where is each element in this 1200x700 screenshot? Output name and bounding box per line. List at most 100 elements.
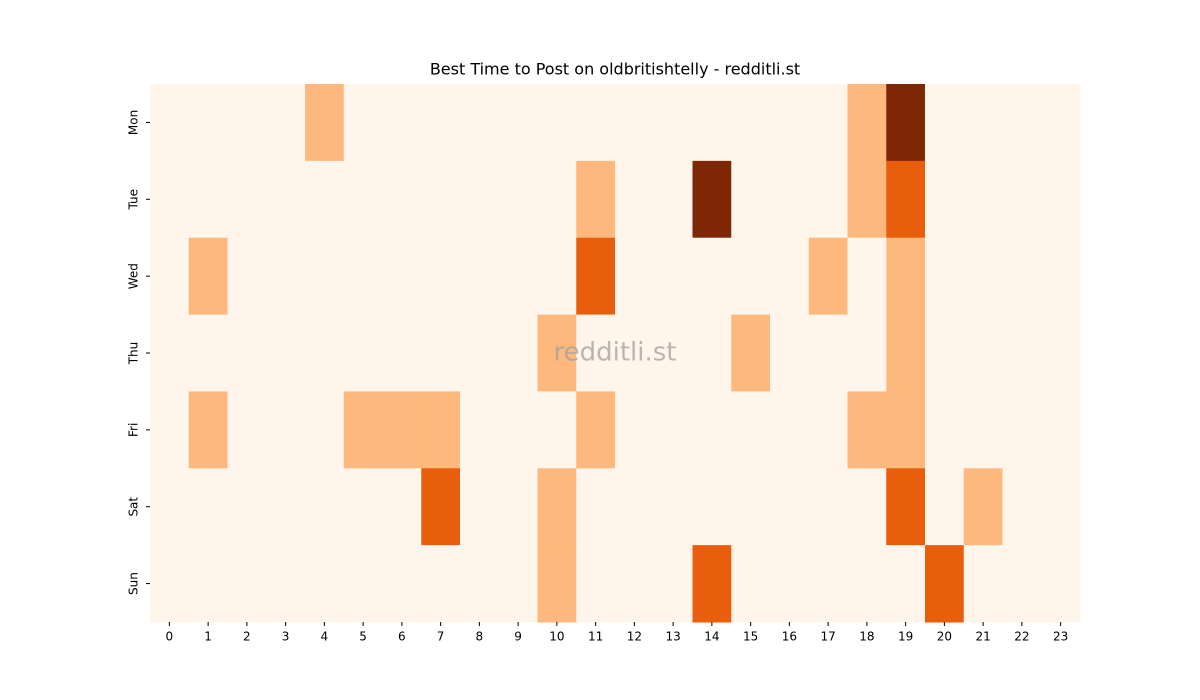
x-tick-label: 8 (476, 630, 484, 644)
chart-title: Best Time to Post on oldbritishtelly - r… (430, 60, 800, 79)
heatmap-cell (692, 545, 732, 623)
heatmap-cell (925, 545, 965, 623)
x-tick-label: 11 (588, 630, 603, 644)
heatmap-cell (266, 84, 306, 162)
heatmap-cell (963, 160, 1003, 239)
heatmap-cell (1002, 160, 1042, 239)
heatmap-cell (847, 545, 887, 623)
heatmap-cell (963, 237, 1003, 316)
x-tick-label: 17 (820, 630, 835, 644)
heatmap-cell (498, 468, 538, 546)
heatmap-cell (382, 160, 422, 239)
heatmap-cell (421, 160, 461, 239)
heatmap-cell (615, 84, 655, 162)
heatmap-cell (808, 391, 848, 469)
y-tick-label: Tue (127, 189, 141, 211)
heatmap-cell (1002, 237, 1042, 316)
heatmap-cell (188, 237, 228, 316)
heatmap-cell (925, 468, 965, 546)
heatmap-cell (615, 545, 655, 623)
heatmap-cell (266, 545, 306, 623)
heatmap-cell (770, 160, 810, 239)
heatmap-cell (188, 468, 228, 546)
heatmap-cell (498, 84, 538, 162)
heatmap-cell (150, 314, 190, 392)
heatmap-cell (963, 391, 1003, 469)
x-tick-label: 12 (627, 630, 642, 644)
heatmap-cell (460, 84, 500, 162)
heatmap-cell (925, 237, 965, 316)
heatmap-cell (615, 237, 655, 316)
heatmap-cell (421, 545, 461, 623)
heatmap-cell (576, 84, 616, 162)
heatmap-cell (537, 391, 577, 469)
heatmap-cell (343, 314, 383, 392)
x-tick-label: 15 (743, 630, 758, 644)
y-tick-label: Fri (127, 423, 141, 437)
heatmap-cell (421, 237, 461, 316)
heatmap-cell (305, 84, 345, 162)
heatmap-cell (1041, 468, 1081, 546)
heatmap-cell (576, 160, 616, 239)
heatmap-cell (227, 314, 267, 392)
heatmap-cell (886, 468, 926, 546)
x-tick-label: 13 (665, 630, 680, 644)
heatmap-cell (382, 237, 422, 316)
heatmap-cell (305, 545, 345, 623)
heatmap-cell (343, 84, 383, 162)
heatmap-cell (498, 545, 538, 623)
heatmap-cell (227, 237, 267, 316)
heatmap-cell (382, 545, 422, 623)
x-tick-label: 22 (1014, 630, 1029, 644)
heatmap-cell (576, 391, 616, 469)
heatmap-cell (305, 468, 345, 546)
heatmap-cell (692, 391, 732, 469)
heatmap-cell (305, 237, 345, 316)
heatmap-cell (808, 468, 848, 546)
heatmap-cell (692, 468, 732, 546)
heatmap-cell (847, 468, 887, 546)
heatmap-cell (460, 545, 500, 623)
heatmap-cell (343, 468, 383, 546)
heatmap-cell (266, 160, 306, 239)
x-tick-label: 3 (282, 630, 290, 644)
heatmap-cell (421, 84, 461, 162)
heatmap-cell (382, 468, 422, 546)
x-tick-label: 18 (859, 630, 874, 644)
x-tick-label: 19 (898, 630, 913, 644)
y-tick-label: Wed (127, 263, 141, 289)
heatmap-cell (925, 160, 965, 239)
heatmap-cell (266, 468, 306, 546)
heatmap-cell (808, 237, 848, 316)
heatmap-cell (460, 391, 500, 469)
heatmap-cell (692, 314, 732, 392)
heatmap-cell (692, 237, 732, 316)
heatmap-cell (188, 545, 228, 623)
heatmap-cell (886, 237, 926, 316)
heatmap-cell (576, 237, 616, 316)
heatmap-cell (1041, 314, 1081, 392)
heatmap-cell (382, 84, 422, 162)
heatmap-cell (421, 468, 461, 546)
heatmap-cell (847, 84, 887, 162)
heatmap-cell (460, 468, 500, 546)
x-tick-label: 16 (782, 630, 797, 644)
x-tick-label: 6 (398, 630, 406, 644)
heatmap-cell (150, 160, 190, 239)
heatmap-cell (886, 160, 926, 239)
heatmap-cell (886, 314, 926, 392)
x-tick-label: 5 (359, 630, 367, 644)
heatmap-cell (731, 391, 771, 469)
heatmap-cell (343, 160, 383, 239)
heatmap-cell (615, 314, 655, 392)
heatmap-cell (227, 84, 267, 162)
heatmap-cell (460, 237, 500, 316)
heatmap-cell (731, 545, 771, 623)
heatmap-cell (576, 545, 616, 623)
x-tick-label: 23 (1053, 630, 1068, 644)
heatmap-cell (498, 237, 538, 316)
y-tick-label: Thu (127, 342, 141, 366)
heatmap-cell (770, 545, 810, 623)
heatmap-cell (731, 468, 771, 546)
